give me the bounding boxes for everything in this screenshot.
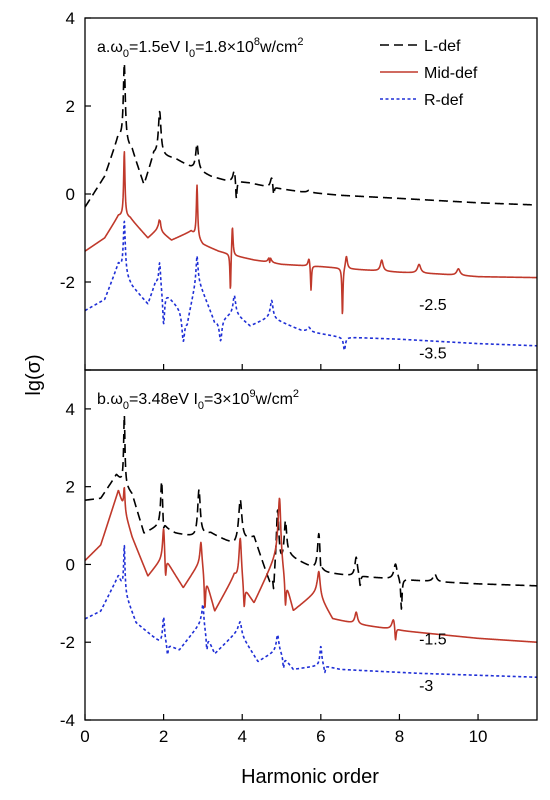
y-tick-label: 0 <box>66 555 75 574</box>
y-tick-label: 2 <box>66 478 75 497</box>
offset-label: -3 <box>419 678 433 695</box>
series-line-r-def <box>85 544 537 679</box>
series-line-l-def <box>85 414 537 610</box>
offset-label: -1.5 <box>419 631 447 648</box>
x-tick-label: 10 <box>469 727 488 746</box>
series-line-mid-def <box>85 151 537 315</box>
x-tick-label: 6 <box>316 727 325 746</box>
x-tick-label: 8 <box>395 727 404 746</box>
legend: L-def Mid-def R-def <box>380 38 478 109</box>
panel-b: -4 -2 0 2 4 0 2 4 6 8 10 b.ω0=3.48eV I0=3×109w/cm2 -… <box>60 369 538 746</box>
offset-label: -3.5 <box>419 345 447 362</box>
series-group <box>85 62 537 351</box>
legend-label-l-def: L-def <box>424 38 461 55</box>
legend-label-mid-def: Mid-def <box>424 65 478 82</box>
x-axis-label: Harmonic order <box>241 766 379 788</box>
y-tick-label: 0 <box>66 185 75 204</box>
plot-panels: -2 0 2 4 a.ω0=1.5eV I0=1.8×108w/cm2 -2.5 -3.5 L… <box>60 9 538 746</box>
panel-title: b.ω0=3.48eV I0=3×109w/cm2 <box>97 388 299 412</box>
x-tick-label: 2 <box>159 727 168 746</box>
y-tick-label: 2 <box>66 97 75 116</box>
plot-frame <box>84 369 538 721</box>
series-group <box>85 414 537 679</box>
x-tick-label: 4 <box>237 727 246 746</box>
x-tick-label: 0 <box>80 727 89 746</box>
legend-label-r-def: R-def <box>424 92 464 109</box>
y-tick-label: -2 <box>60 273 75 292</box>
y-tick-label: 4 <box>66 9 75 28</box>
y-axis-label: lg(σ) <box>23 354 45 395</box>
y-tick-label: 4 <box>66 400 75 419</box>
panel-title: a.ω0=1.5eV I0=1.8×108w/cm2 <box>97 36 303 60</box>
offset-label: -2.5 <box>419 297 447 314</box>
y-tick-label: -4 <box>60 711 75 730</box>
y-tick-label: -2 <box>60 633 75 652</box>
series-line-l-def <box>85 62 537 208</box>
series-line-mid-def <box>85 486 537 644</box>
panel-a: -2 0 2 4 a.ω0=1.5eV I0=1.8×108w/cm2 -2.5 -3.5 L… <box>60 9 538 371</box>
